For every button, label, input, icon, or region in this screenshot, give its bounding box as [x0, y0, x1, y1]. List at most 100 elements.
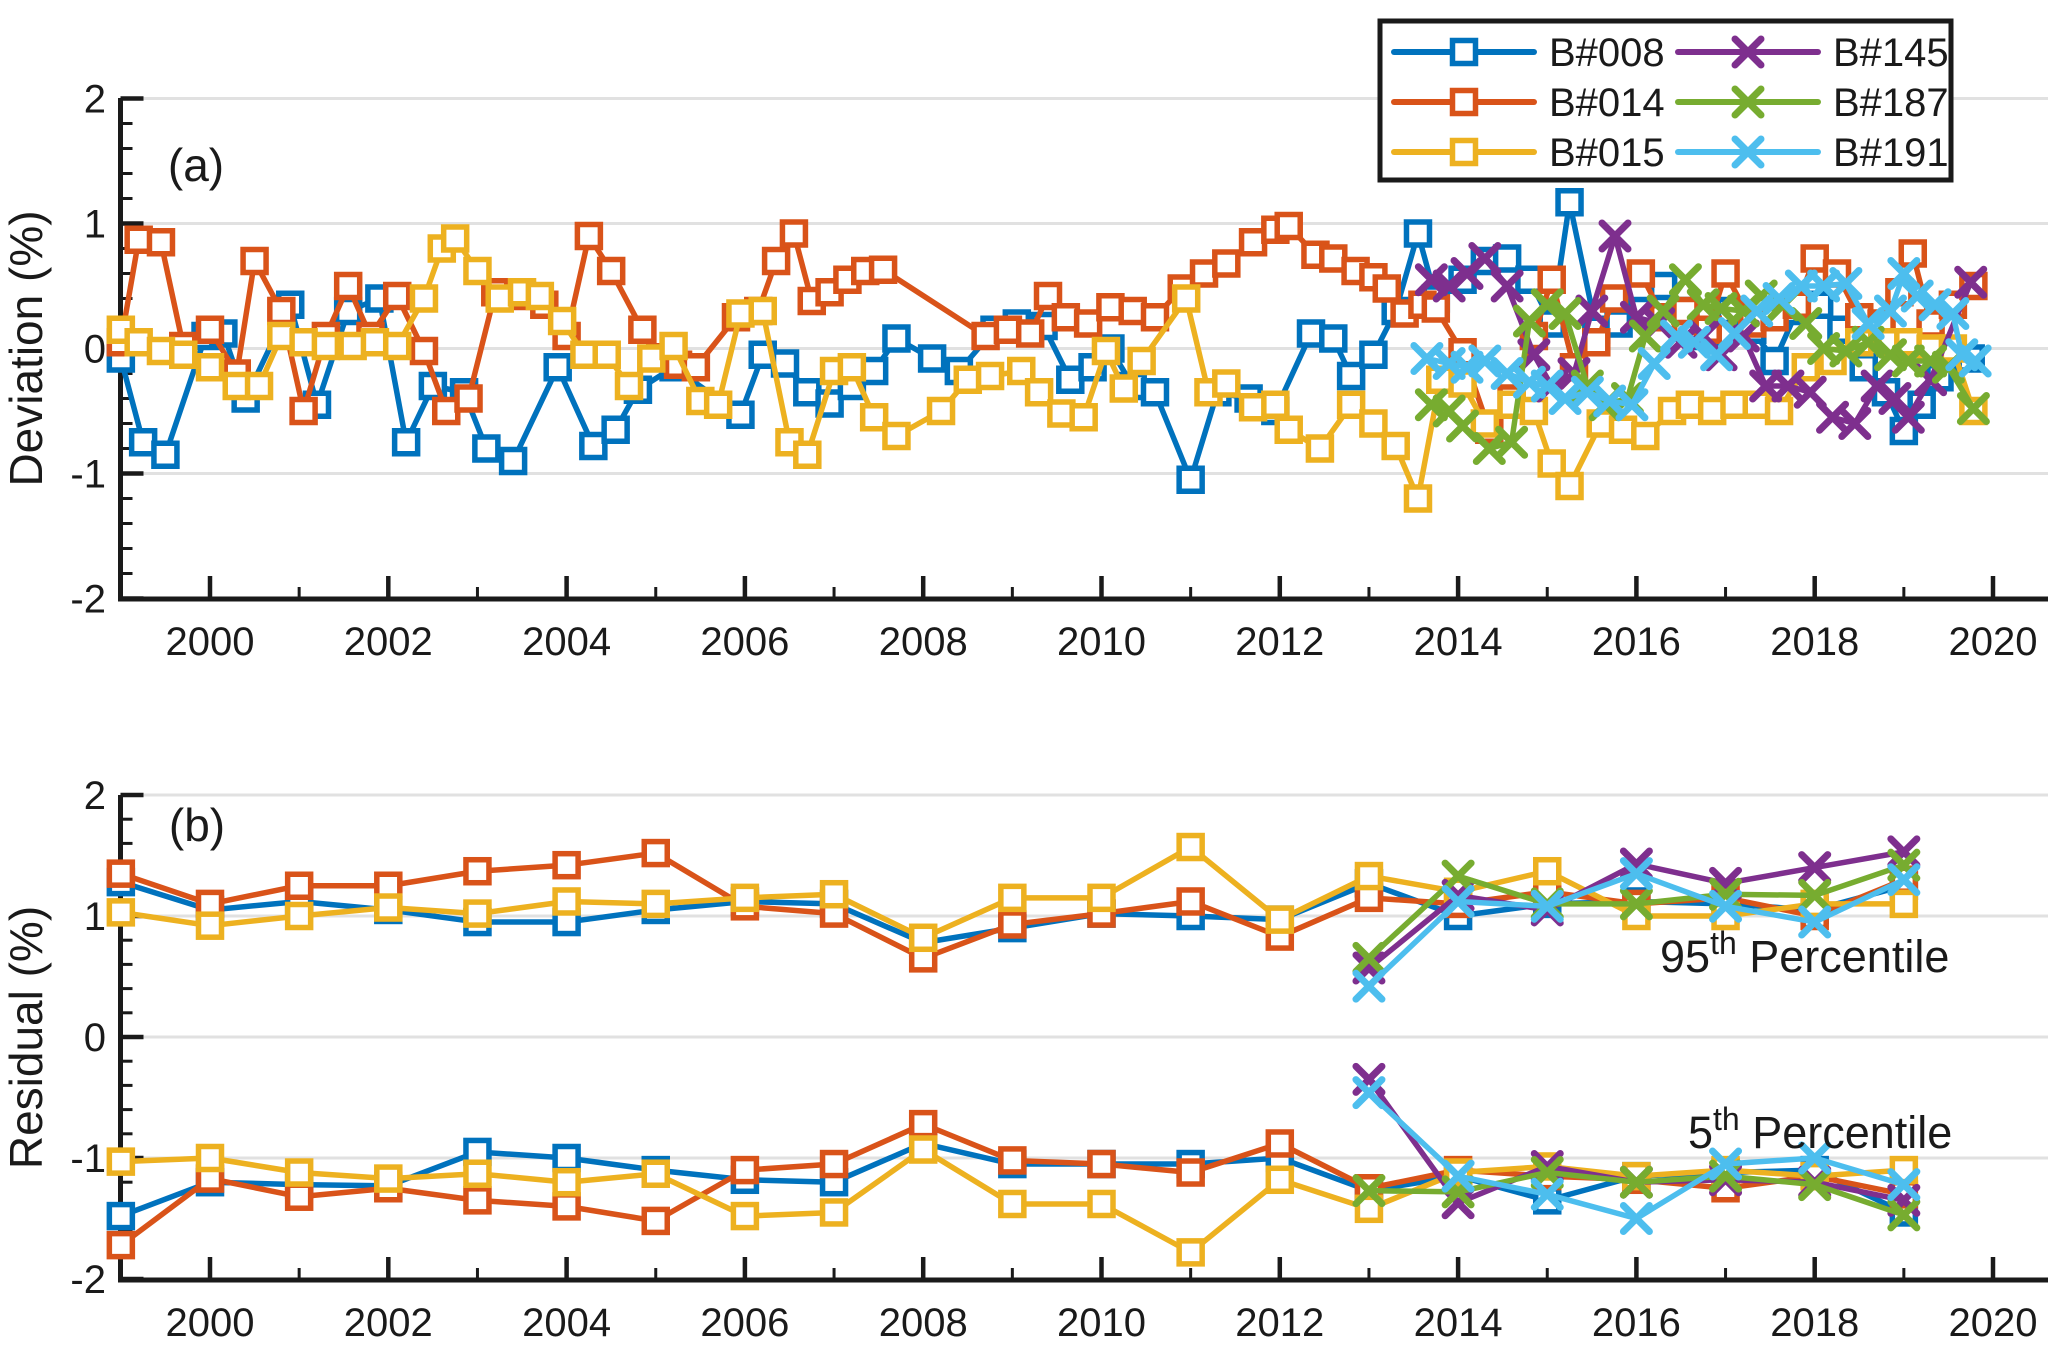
- series-B#187-marker-x: [1352, 941, 1386, 975]
- series-B#014-marker-square: [284, 1182, 314, 1211]
- series-B#191-marker-x: [1450, 350, 1484, 384]
- x-tick-label: 2002: [344, 1301, 433, 1345]
- series-B#015-marker-square: [1274, 415, 1303, 444]
- series-B#015-marker-square: [1381, 431, 1410, 461]
- series-B#014-marker-square: [1537, 265, 1566, 294]
- series-B#187-marker-x: [1798, 878, 1832, 912]
- series-B#015-marker-square: [382, 331, 412, 361]
- series-B#015-marker-square: [592, 340, 621, 369]
- series-B#191-marker-x: [1709, 889, 1743, 923]
- series-B#015-marker-square: [1091, 336, 1121, 366]
- legend-item-B008[interactable]: B#008: [1391, 31, 1665, 75]
- series-B#145-marker-x: [1878, 382, 1912, 415]
- series-B#008-marker-square: [1176, 465, 1205, 494]
- series-B#014-marker-square: [761, 246, 791, 276]
- x-tick-label: 2006: [700, 1301, 789, 1345]
- series-B#191: [1410, 257, 1992, 422]
- legend-item-B015[interactable]: B#015: [1391, 131, 1665, 175]
- x-tick-label: 2016: [1592, 620, 1681, 664]
- series-B#191-marker-x: [1441, 884, 1475, 918]
- series-B#191-5th: [1352, 1076, 1921, 1235]
- series-B#191-marker-x: [1677, 325, 1711, 359]
- series-B#014-marker-square: [1265, 1129, 1295, 1158]
- series-B#008-marker-square: [1336, 361, 1366, 391]
- series-B#015-marker-square: [1354, 1194, 1384, 1224]
- series-B#015-marker-square: [1533, 856, 1562, 886]
- series-B#187-marker-x: [1646, 294, 1680, 328]
- series-B#014-marker-square: [868, 255, 898, 284]
- x-tick-label: 2006: [700, 620, 789, 664]
- series-B#191-marker-x: [1873, 294, 1907, 328]
- series-B#015-marker-square: [463, 1159, 492, 1188]
- panel-b: -2 -1 0 1 2 2000 2002 2004 2006 2008 2010 2012 2014 2…: [0, 774, 2048, 1345]
- legend-marker-x: [1731, 135, 1765, 169]
- series-B#014-marker-square: [552, 1192, 581, 1221]
- series-B#015-marker-square: [374, 893, 403, 922]
- series-B#191-marker-x: [1530, 1177, 1564, 1211]
- series-B#015-marker-square: [1354, 861, 1384, 891]
- series-B#187-marker-x: [1887, 1198, 1921, 1232]
- series-B#015-marker-square: [819, 1198, 849, 1227]
- series-B#145-marker-x: [1575, 294, 1609, 328]
- series-B#014-marker-square: [1087, 1149, 1116, 1179]
- x-tick-label: 2016: [1592, 1301, 1681, 1345]
- series-B#145-marker-x: [1414, 263, 1448, 297]
- legend-item-B187[interactable]: B#187: [1675, 81, 1949, 125]
- series-B#015-marker-square: [659, 331, 688, 361]
- series-B#015-marker-square: [525, 281, 555, 311]
- series-B#014-marker-square: [267, 296, 296, 326]
- series-B#008-marker-square: [1359, 340, 1388, 369]
- series-B#015-marker-square: [859, 403, 889, 432]
- series-B#014-marker-square: [195, 315, 225, 344]
- series-B#187-marker-x: [1495, 425, 1529, 459]
- legend-item-B145[interactable]: B#145: [1675, 31, 1949, 75]
- x-tick-label: 2018: [1770, 1301, 1859, 1345]
- series-B#187-marker-x: [1414, 388, 1448, 422]
- series-B#015-marker-square: [284, 1158, 314, 1187]
- series-B#015-marker-square: [409, 284, 439, 313]
- series-B#014-marker-square: [730, 1155, 760, 1185]
- series-B#191-marker-x: [1762, 282, 1796, 315]
- series-B#145-marker-x: [1838, 407, 1872, 440]
- series-B#008-marker-square: [472, 434, 501, 463]
- series-B#015-marker-square: [703, 390, 733, 419]
- series-B#191-marker-x: [1468, 344, 1502, 378]
- series-B#015-marker-square: [1555, 471, 1584, 501]
- series-B#014-marker-square: [779, 219, 809, 248]
- series-B#015-marker-square: [552, 887, 581, 916]
- series-B#015-marker-square: [614, 371, 644, 401]
- series-B#191-marker-x: [1570, 375, 1604, 409]
- series-B#015-marker-square: [1109, 374, 1139, 403]
- legend-label: B#191: [1833, 131, 1949, 175]
- x-tick-label: 2008: [879, 1301, 968, 1345]
- series-B#015-marker-square: [244, 371, 274, 401]
- series-B#014-marker-square: [409, 336, 439, 366]
- series-B#145-marker-x: [1598, 219, 1632, 253]
- series-B#014-marker-square: [1176, 887, 1205, 916]
- series-B#008-marker-square: [1140, 378, 1170, 407]
- legend-item-B191[interactable]: B#191: [1675, 131, 1949, 175]
- series-B#015-marker-square: [1359, 409, 1388, 438]
- series-B#008-marker-square: [151, 440, 180, 469]
- series-B#187-marker-x: [1446, 409, 1480, 443]
- x-tick-label: 2014: [1414, 1301, 1503, 1345]
- series-B#145-marker-x: [1749, 369, 1783, 403]
- legend-marker-square: [1449, 137, 1479, 167]
- legend-item-B014[interactable]: B#014: [1391, 81, 1665, 125]
- series-B#014-marker-square: [289, 396, 318, 426]
- x-tick-label: 2012: [1235, 620, 1324, 664]
- series-B#015-marker-square: [1176, 1238, 1205, 1267]
- series-B#014-marker-square: [641, 1206, 670, 1236]
- series-B#015-marker-square: [195, 1143, 225, 1173]
- series-B#191-marker-x: [1709, 1147, 1743, 1181]
- series-B#187-marker-x: [1628, 319, 1662, 353]
- series-B#014-marker-square: [1033, 281, 1063, 311]
- series-B#191-marker-x: [1958, 344, 1992, 378]
- series-B#015-marker-square: [106, 1147, 136, 1176]
- series-B#191-95th: [1352, 857, 1921, 1003]
- series-B#014-marker-square: [552, 850, 581, 880]
- series-B#014-marker-square: [1626, 259, 1656, 288]
- y-tick-label: 0: [84, 328, 106, 372]
- series-B#191-marker-x: [1441, 1159, 1475, 1193]
- series-B#191-marker-x: [1490, 357, 1524, 390]
